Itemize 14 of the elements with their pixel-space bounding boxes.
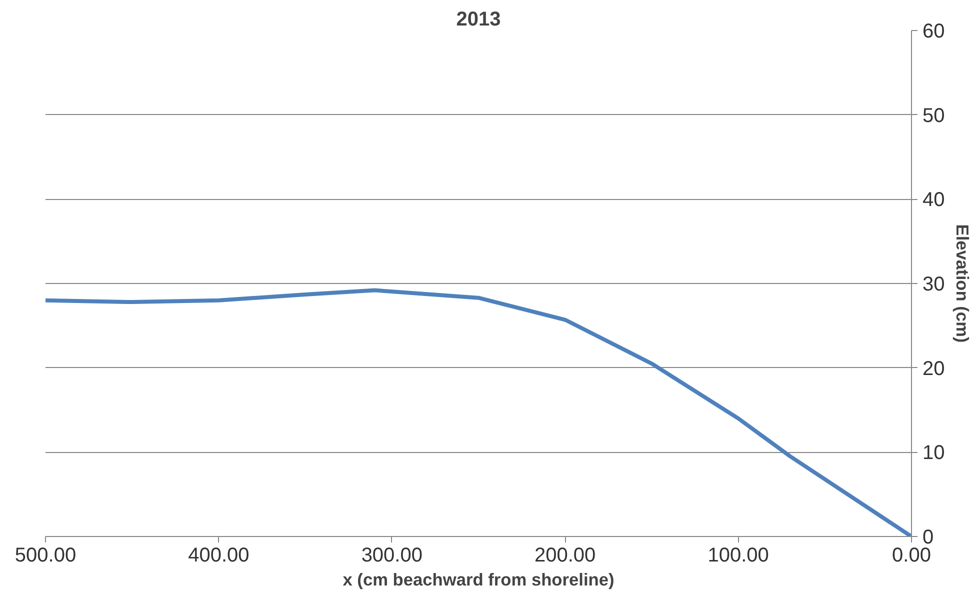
y-tick-label: 10 (922, 442, 945, 464)
y-tick-label: 30 (922, 274, 945, 296)
x-axis-title: x (cm beachward from shoreline) (342, 570, 614, 590)
y-axis-title: Elevation (cm) (952, 224, 973, 343)
x-tick-label: 300.00 (361, 544, 422, 566)
x-tick-label: 200.00 (534, 544, 596, 566)
y-tick-label: 40 (922, 189, 945, 212)
y-tick-label: 60 (922, 20, 945, 42)
y-tick-label: 50 (922, 104, 945, 127)
x-tick-label: 100.00 (708, 544, 769, 566)
x-tick-label: 500.00 (14, 544, 76, 566)
x-tick-label: 400.00 (188, 544, 250, 566)
y-tick-label: 20 (922, 358, 945, 380)
chart-title: 2013 (456, 8, 501, 30)
